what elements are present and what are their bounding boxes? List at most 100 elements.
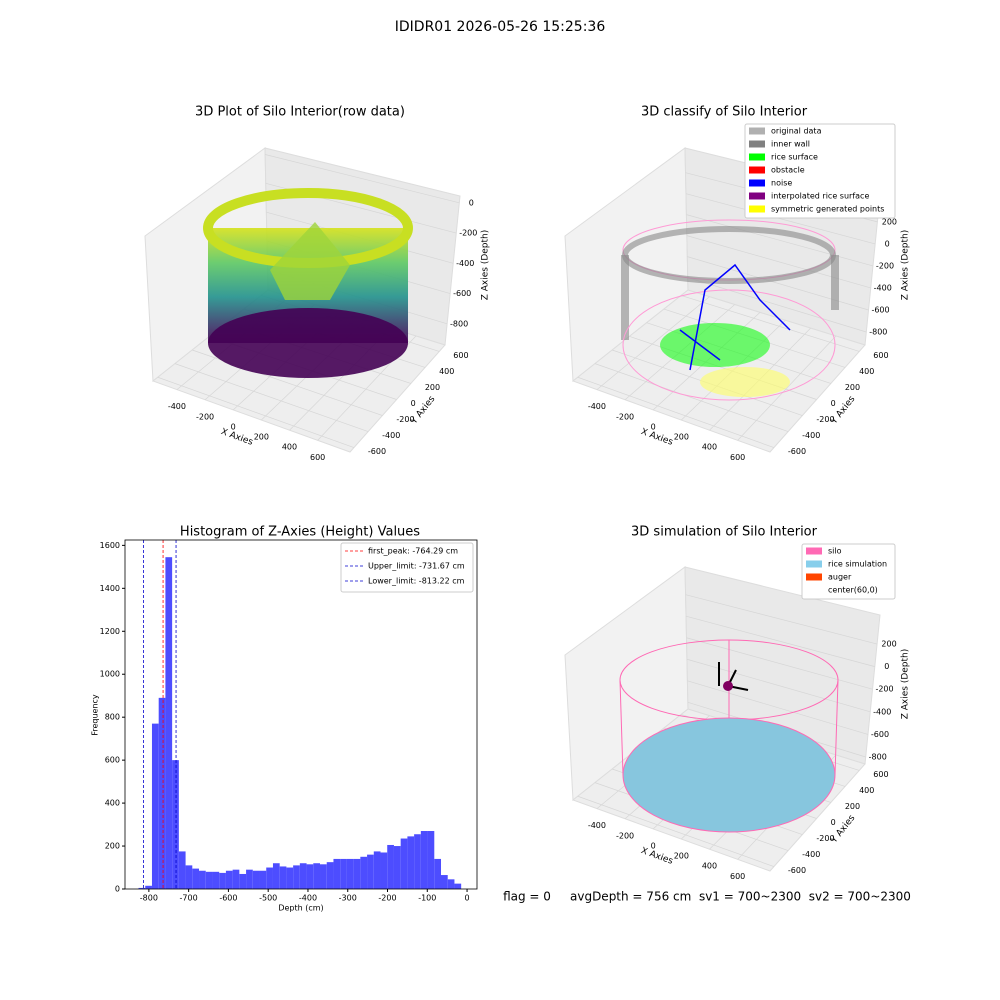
y-tick-label: -400 [802, 850, 820, 859]
bar [199, 870, 206, 889]
bar [353, 858, 361, 889]
x-tick-label: 0 [231, 422, 236, 431]
chart-title: 3D classify of Silo Interior [641, 105, 808, 120]
bar [441, 875, 448, 889]
grid-line [681, 295, 860, 352]
grid-line [577, 376, 775, 448]
legend-swatch [806, 586, 822, 594]
bar [259, 870, 267, 889]
bar [420, 831, 428, 889]
z-tick-label: 0 [884, 662, 889, 671]
legend-label: obstacle [771, 166, 805, 175]
bar [151, 723, 159, 889]
y-tick-label: 200 [845, 802, 860, 811]
figure-title: IDIDR01 2026-05-26 15:25:36 [395, 19, 606, 35]
x-tick-label: 600 [310, 453, 325, 462]
legend-label: original data [771, 127, 822, 136]
legend-label: symmetric generated points [771, 205, 884, 214]
bar [400, 838, 408, 889]
bar [326, 862, 334, 889]
x-tick-label: -500 [259, 894, 277, 903]
rice-peak [270, 222, 350, 300]
y-tick-label: -200 [816, 834, 834, 843]
x-tick-label: 0 [465, 894, 470, 903]
z-tick-label: -200 [875, 685, 893, 694]
x-tick-label: 0 [651, 422, 656, 431]
legend-swatch [749, 205, 765, 213]
x-tick-label: -400 [588, 402, 606, 411]
y-tick-label: 0 [411, 399, 416, 408]
grid-line [687, 680, 869, 735]
chart-title: 3D Plot of Silo Interior(row data) [195, 105, 405, 120]
bar [212, 871, 220, 889]
z-tick-label: -600 [453, 289, 471, 298]
x-axis-label: X Axies [219, 427, 254, 448]
z-tick-label: -400 [456, 259, 474, 268]
bar [454, 883, 462, 889]
grid-line [157, 376, 355, 448]
legend-box [801, 543, 896, 600]
y-tick-label: -600 [788, 447, 806, 456]
y-tick-label: 600 [453, 351, 468, 360]
x-axis-label: X Axies [639, 427, 674, 448]
y-tick-label: -400 [382, 431, 400, 440]
bar [373, 851, 381, 889]
y-tick-label: 1600 [100, 541, 120, 550]
bar [172, 760, 179, 889]
bar [293, 865, 300, 889]
bar [360, 856, 368, 889]
y-tick-label: -200 [816, 415, 834, 424]
bar [158, 697, 166, 889]
y-tick-label: -400 [802, 431, 820, 440]
symmetric-points [700, 367, 790, 397]
bar [393, 846, 401, 889]
y-tick-label: 400 [859, 786, 874, 795]
x-tick-label: -600 [219, 894, 237, 903]
x-tick-label: -300 [339, 894, 357, 903]
x-tick-label: -700 [180, 894, 198, 903]
grid-line [685, 615, 875, 667]
x-axis-label: Depth (cm) [278, 904, 323, 913]
bar [340, 858, 347, 889]
x-tick-label: -200 [616, 412, 634, 421]
bar [407, 836, 415, 889]
chart-title: Histogram of Z-Axies (Height) Values [180, 525, 420, 540]
bar [138, 887, 146, 889]
legend-label: interpolated rice surface [771, 192, 869, 201]
legend-swatch [749, 166, 765, 174]
wall-ring [622, 226, 836, 284]
histogram: -800 -700 -600 -500 -400 -300 -200 -100 0 0 200 400… [91, 539, 478, 913]
x-tick-label: -200 [196, 412, 214, 421]
grid-line [685, 594, 878, 645]
y-tick-label: 200 [105, 842, 120, 851]
y-tick-label: 800 [105, 713, 120, 722]
x-tick-label: 200 [674, 433, 689, 442]
y-tick-label: 0 [831, 818, 836, 827]
y-axis-label: Frequency [91, 694, 100, 736]
legend-box [744, 123, 896, 219]
x-tick-label: -100 [418, 894, 436, 903]
y-tick-label: 1000 [100, 670, 120, 679]
y-tick-label: 600 [105, 756, 120, 765]
bar [205, 871, 213, 889]
y-tick-label: -600 [788, 866, 806, 875]
y-tick-label: 600 [873, 770, 888, 779]
bar [252, 870, 260, 889]
x-tick-label: -400 [588, 821, 606, 830]
legend-label: auger [828, 573, 852, 582]
grid-line [687, 277, 867, 333]
legend-swatch [749, 192, 765, 200]
grid-line [686, 658, 871, 713]
x-tick-label: 200 [674, 852, 689, 861]
bar [225, 870, 233, 889]
legend-label: inner wall [771, 140, 810, 149]
z-tick-label: 0 [885, 239, 890, 248]
grid-line [737, 335, 837, 441]
bar [333, 858, 341, 889]
z-tick-label: -800 [869, 328, 887, 337]
bar [447, 879, 455, 889]
bar [178, 851, 186, 889]
grid-line [594, 363, 789, 432]
center-marker [723, 681, 733, 691]
